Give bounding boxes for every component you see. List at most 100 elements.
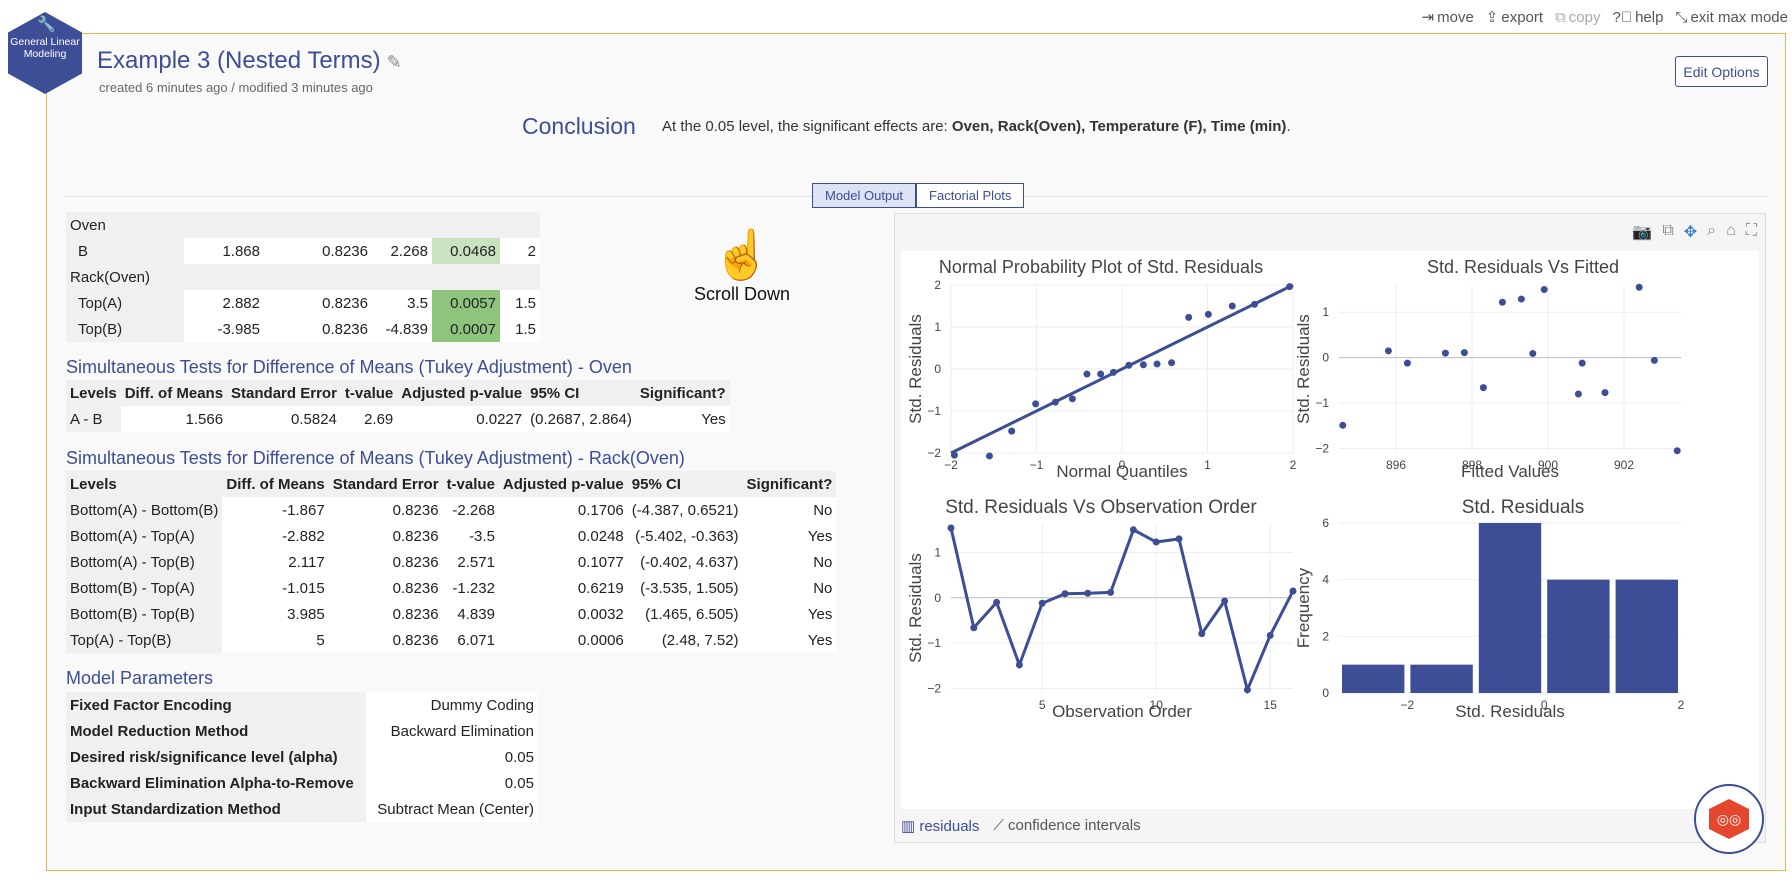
- table-cell: Yes: [742, 601, 837, 627]
- data-point: [1153, 360, 1161, 368]
- y-tick-label: 0: [934, 591, 941, 605]
- y-tick-label: 0: [934, 362, 941, 376]
- table-cell: No: [742, 497, 837, 523]
- table-cell: 0.8236: [328, 601, 443, 627]
- table-row: Oven: [66, 212, 540, 238]
- table-cell: 6.071: [442, 627, 499, 653]
- minimize-icon: ⤡: [1675, 8, 1688, 26]
- data-point: [1479, 384, 1487, 392]
- data-point: [993, 598, 1001, 606]
- param-name: Backward Elimination Alpha-to-Remove: [66, 770, 366, 796]
- copy-plot-icon[interactable]: ⧉: [1662, 222, 1674, 239]
- camera-icon[interactable]: 📷: [1632, 224, 1653, 241]
- edit-title-icon[interactable]: ✎: [386, 52, 402, 72]
- fit-line: [950, 283, 1294, 455]
- table-cell: -4.839: [372, 316, 432, 342]
- help-button[interactable]: ?⃝ help: [1612, 8, 1664, 26]
- table-cell: 0.6219: [498, 575, 628, 601]
- data-point: [1540, 286, 1548, 294]
- table-cell: 0.8236: [264, 238, 372, 264]
- y-tick-label: 2: [1322, 629, 1329, 643]
- tab-confidence-intervals[interactable]: ⟋ confidence intervals: [993, 817, 1141, 834]
- y-tick-label: −2: [927, 446, 941, 460]
- data-point: [1339, 421, 1347, 429]
- home-icon[interactable]: ⌂: [1726, 222, 1736, 239]
- copy-button[interactable]: ⧉ copy: [1555, 8, 1601, 26]
- table-cell: Yes: [635, 406, 730, 432]
- table-cell: -1.867: [222, 497, 329, 523]
- param-name: Input Standardization Method: [66, 796, 366, 822]
- table-cell: Bottom(A) - Top(B): [66, 549, 223, 575]
- table-row: Bottom(B) - Top(B) 3.985 0.8236 4.839 0.0032…: [66, 601, 837, 627]
- column-header: Levels: [66, 380, 121, 406]
- param-value: 0.05: [366, 744, 538, 770]
- x-tick-label: 902: [1614, 458, 1634, 472]
- move-button[interactable]: ⇥ move: [1421, 8, 1474, 27]
- data-point: [1084, 589, 1092, 597]
- table-cell: (-4.387, 0.6521): [627, 497, 743, 523]
- x-tick-label: 2: [1678, 698, 1685, 712]
- table-row: Model Reduction Method Backward Eliminati…: [66, 718, 538, 744]
- table-cell: 2.882: [184, 290, 264, 316]
- row-label: Rack(Oven): [66, 264, 184, 290]
- model-params-title: Model Parameters: [66, 668, 214, 688]
- pan-icon[interactable]: ✥: [1683, 224, 1698, 241]
- table-cell: [500, 212, 540, 238]
- table-cell: 3.985: [222, 601, 329, 627]
- table-cell: -3.5: [442, 523, 499, 549]
- data-point: [1068, 395, 1076, 403]
- y-tick-label: 1: [1322, 305, 1329, 319]
- param-value: 0.05: [366, 770, 538, 796]
- table-cell: 0.8236: [328, 575, 443, 601]
- data-point: [1266, 631, 1274, 639]
- y-tick-label: −1: [1315, 396, 1329, 410]
- zoom-icon[interactable]: ⌕: [1707, 222, 1717, 239]
- table-cell: Bottom(A) - Top(A): [66, 523, 223, 549]
- edit-options-button[interactable]: Edit Options: [1675, 56, 1768, 87]
- table-cell: 0.0032: [498, 601, 628, 627]
- column-header: Significant?: [635, 380, 730, 406]
- chart-title: Normal Probability Plot of Std. Residual…: [939, 257, 1263, 277]
- table-cell: 3.5: [372, 290, 432, 316]
- data-point: [1574, 390, 1582, 398]
- fullscreen-icon[interactable]: ⛶: [1745, 222, 1757, 239]
- table-row: A - B 1.566 0.5824 2.69 0.0227 (0.2687, 2.864…: [66, 406, 730, 432]
- exit-max-mode-button[interactable]: ⤡ exit max mode: [1675, 8, 1788, 26]
- param-name: Model Reduction Method: [66, 718, 366, 744]
- data-point: [1061, 590, 1069, 598]
- tab-residuals[interactable]: ▥ residuals: [901, 818, 980, 835]
- histogram-bar: [1410, 664, 1473, 693]
- data-point: [1198, 630, 1206, 638]
- export-button[interactable]: ⇪ export: [1485, 8, 1544, 27]
- table-cell: 0.8236: [328, 497, 443, 523]
- data-point: [947, 524, 955, 532]
- table-cell: Bottom(B) - Top(A): [66, 575, 223, 601]
- x-axis-label: Fitted Values: [1461, 462, 1559, 481]
- x-tick-label: 900: [1538, 458, 1558, 472]
- data-point: [1097, 370, 1105, 378]
- table-cell: 0.0468: [432, 238, 500, 264]
- data-point: [1384, 347, 1392, 355]
- column-header: Standard Error: [227, 380, 341, 406]
- x-axis-label: Std. Residuals: [1455, 702, 1565, 721]
- tab-factorial-plots[interactable]: Factorial Plots: [916, 183, 1025, 208]
- data-point: [1032, 400, 1040, 408]
- residuals-icon: ▥: [901, 818, 920, 835]
- data-point: [1083, 370, 1091, 378]
- residual-plots-panel: 📷 ⧉ ✥ ⌕ ⌂ ⛶ Normal Probability Plot of S…: [894, 213, 1766, 843]
- pointing-hand-icon: ☝: [712, 229, 772, 282]
- table-row: Top(B) -3.985 0.8236 -4.839 0.0007 1.5: [66, 316, 540, 342]
- column-header: 95% CI: [526, 380, 636, 406]
- data-point: [1051, 398, 1059, 406]
- tab-model-output[interactable]: Model Output: [812, 183, 917, 208]
- table-cell: 2: [500, 238, 540, 264]
- move-icon: ⇥: [1421, 9, 1435, 26]
- y-tick-label: 0: [1322, 686, 1329, 700]
- x-tick-label: 5: [1039, 698, 1046, 712]
- table-cell: 0.1077: [498, 549, 628, 575]
- table-cell: [432, 212, 500, 238]
- table-row: Bottom(B) - Top(A) -1.015 0.8236 -1.232 0.62…: [66, 575, 837, 601]
- column-header: Adjusted p-value: [498, 471, 628, 497]
- column-header: Levels: [66, 471, 223, 497]
- assistant-button[interactable]: ◎◎: [1694, 784, 1764, 854]
